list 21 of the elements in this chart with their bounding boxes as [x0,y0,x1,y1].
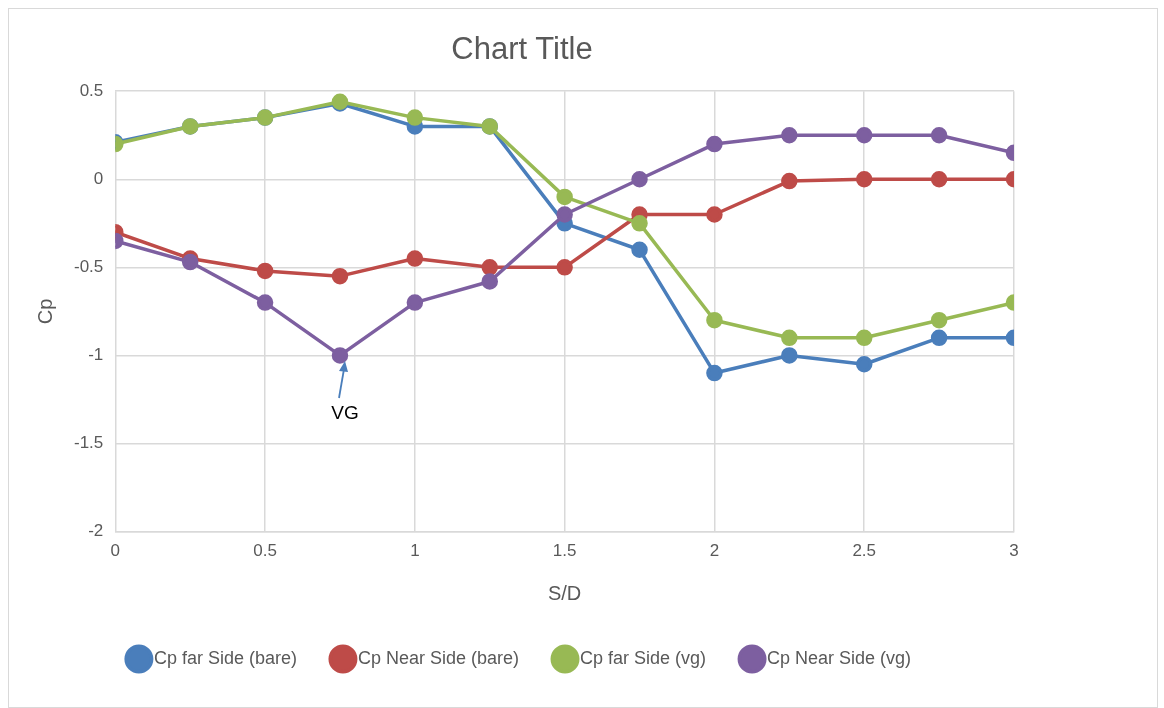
legend-label: Cp far Side (vg) [580,647,707,668]
x-tick-label: 0.5 [253,541,277,561]
y-tick-label: 0 [93,168,104,188]
x-tick-label: 1 [410,541,420,561]
y-tick-label: -2 [88,521,104,541]
x-axis-title: S/D [547,581,582,604]
y-tick-label: -0.5 [74,257,104,277]
legend-label: Cp far Side (bare) [153,647,297,668]
x-tick-label: 2 [709,541,720,561]
y-tick-label: 0.5 [79,80,104,100]
chart-title: Chart Title [451,31,593,67]
legend-label: Cp Near Side (vg) [767,647,912,668]
x-tick-label: 0 [110,541,121,561]
y-tick-label: -1.5 [74,433,104,453]
y-axis-title: Cp [33,298,56,325]
y-tick-label: -1 [88,345,104,365]
x-tick-label: 2.5 [852,541,877,561]
x-tick-label: 1.5 [552,541,577,561]
x-tick-label: 3 [1009,541,1019,561]
annotation: VG [331,401,359,423]
legend-label: Cp Near Side (bare) [357,647,520,668]
